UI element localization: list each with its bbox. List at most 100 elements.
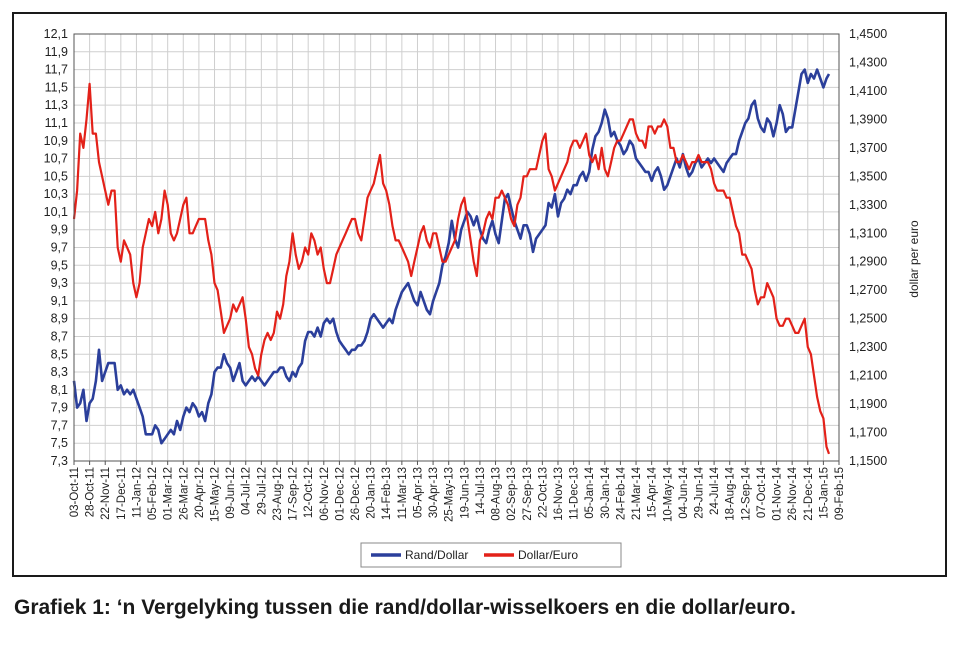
x-tick-label: 11-Dec-13	[569, 467, 581, 520]
y-right-tick-label: 1,4100	[849, 84, 887, 98]
y-right-tick-label: 1,3300	[849, 198, 887, 212]
y-right-tick-label: 1,4500	[849, 27, 887, 41]
x-tick-label: 29-Jun-14	[694, 466, 706, 518]
y-left-tick-label: 8,1	[51, 383, 68, 397]
chart-frame: 7,3 7,5 7,7 7,9 8,1 8,3 8,5 8,7 8,9 9,1 9,3 9,5 9,7 9…	[12, 12, 947, 577]
x-tick-label: 19-Jun-13	[459, 467, 471, 519]
x-tick-label: 05-Apr-13	[413, 467, 425, 518]
x-tick-label: 01-Nov-14	[772, 466, 784, 520]
x-tick-label: 18-Aug-14	[725, 466, 737, 520]
y-right-tick-label: 1,2300	[849, 340, 887, 354]
x-tick-label: 03-Oct-11	[69, 467, 81, 517]
y-left-tick-label: 11,1	[45, 116, 68, 130]
y-left-tick-label: 11,5	[45, 80, 68, 94]
x-tick-label: 01-Dec-12	[334, 467, 346, 521]
x-tick-label: 30-Jan-14	[600, 466, 612, 518]
y-left-tick-label: 10,3	[44, 187, 68, 201]
y-left-tick-label: 7,3	[51, 454, 68, 468]
axes	[73, 33, 840, 462]
x-tick-label: 15-May-12	[210, 467, 222, 522]
x-tick-label: 04-Jun-14	[678, 466, 690, 518]
y-left-tick-label: 8,9	[51, 312, 68, 326]
x-tick-label: 28-Oct-11	[85, 467, 97, 517]
y-left-tick-label: 10,9	[44, 134, 68, 148]
x-tick-label: 17-Dec-11	[116, 467, 128, 520]
plot-area-border	[73, 33, 840, 462]
series-line-dollar-euro	[72, 82, 831, 455]
x-tick-label: 22-Nov-11	[100, 467, 112, 520]
x-tick-label: 22-Oct-13	[537, 467, 549, 518]
x-tick-label: 12-Sep-14	[740, 466, 752, 520]
x-tick-label: 08-Aug-13	[491, 467, 503, 521]
y-right-tick-label: 1,1900	[849, 397, 887, 411]
y-right-ticks: 1,1500 1,1700 1,1900 1,2100 1,2300 1,2500 1,27…	[849, 27, 887, 468]
x-tick-label: 04-Jul-12	[241, 467, 253, 515]
y-left-tick-label: 8,5	[51, 347, 68, 361]
y-right-axis-label: dollar per euro	[907, 220, 921, 298]
y-right-tick-label: 1,2100	[849, 369, 887, 383]
y-right-tick-label: 1,2700	[849, 283, 887, 297]
series-line-rand-dollar	[72, 68, 831, 445]
x-tick-label: 05-Feb-12	[147, 467, 159, 520]
x-tick-label: 30-Apr-13	[428, 467, 440, 518]
x-tick-label: 25-May-13	[444, 467, 456, 522]
y-right-tick-label: 1,3500	[849, 169, 887, 183]
x-tick-label: 24-Jul-14	[709, 466, 721, 515]
x-tick-label: 09-Feb-15	[834, 467, 846, 520]
y-left-tick-label: 10,7	[44, 152, 68, 166]
x-tick-label: 11-Jan-12	[131, 467, 143, 518]
legend: Rand/Dollar Dollar/Euro	[360, 542, 622, 568]
x-tick-label: 01-Mar-12	[163, 467, 175, 520]
y-right-tick-label: 1,3700	[849, 141, 887, 155]
x-tick-label: 21-Dec-14	[803, 466, 815, 520]
y-right-tick-label: 1,1500	[849, 454, 887, 468]
x-tick-label: 23-Aug-12	[272, 467, 284, 521]
figure-caption: Grafiek 1: ‘n Vergelyking tussen die ran…	[14, 596, 796, 619]
y-right-tick-label: 1,2900	[849, 255, 887, 269]
y-right-tick-label: 1,1700	[849, 426, 887, 440]
y-left-tick-label: 7,9	[51, 401, 68, 415]
y-left-tick-label: 11,3	[45, 98, 68, 112]
x-tick-label: 15-Jan-15	[818, 467, 830, 519]
x-tick-label: 26-Mar-12	[178, 467, 190, 520]
y-left-tick-label: 10,5	[44, 169, 68, 183]
x-tick-label: 20-Apr-12	[194, 467, 206, 518]
y-left-tick-label: 8,3	[51, 365, 68, 379]
y-left-tick-label: 10,1	[44, 205, 68, 219]
y-left-tick-label: 12,1	[44, 27, 68, 41]
x-tick-label: 09-Jun-12	[225, 467, 237, 519]
x-tick-label: 29-Jul-12	[256, 467, 268, 515]
y-left-tick-label: 11,7	[45, 63, 68, 77]
grid	[73, 33, 840, 462]
y-left-tick-label: 11,9	[45, 45, 68, 59]
y-left-tick-label: 9,7	[51, 241, 68, 255]
y-left-tick-label: 9,5	[51, 258, 68, 272]
x-tick-label: 27-Sep-13	[522, 467, 534, 521]
y-left-tick-label: 9,3	[51, 276, 68, 290]
x-tick-label: 24-Feb-14	[615, 466, 627, 520]
y-right-tick-label: 1,3900	[849, 112, 887, 126]
x-tick-label: 20-Jan-13	[366, 467, 378, 519]
series-layer	[72, 68, 831, 455]
y-right-tick-label: 1,2500	[849, 312, 887, 326]
x-tick-label: 16-Nov-13	[553, 467, 565, 521]
x-ticks: 03-Oct-11 28-Oct-11 22-Nov-11 17-Dec-11 11-J…	[69, 461, 846, 522]
y-right-tick-label: 1,3100	[849, 226, 887, 240]
x-tick-label: 12-Oct-12	[303, 467, 315, 518]
x-tick-label: 26-Nov-14	[787, 466, 799, 520]
x-tick-label: 05-Jan-14	[584, 466, 596, 518]
x-tick-label: 10-May-14	[662, 466, 674, 522]
y-left-ticks: 7,3 7,5 7,7 7,9 8,1 8,3 8,5 8,7 8,9 9,1 9,3 9,5 9,7 9…	[44, 27, 68, 468]
y-right-tick-label: 1,4300	[849, 55, 887, 69]
x-tick-label: 11-Mar-13	[397, 467, 409, 519]
x-tick-label: 21-Mar-14	[631, 466, 643, 520]
legend-label-dollar-euro: Dollar/Euro	[518, 548, 578, 562]
y-left-tick-label: 7,5	[51, 436, 68, 450]
x-tick-label: 14-Feb-13	[381, 467, 393, 520]
x-tick-label: 06-Nov-12	[319, 467, 331, 521]
x-tick-label: 07-Oct-14	[756, 466, 768, 518]
x-tick-label: 17-Sep-12	[288, 467, 300, 521]
x-tick-label: 02-Sep-13	[506, 467, 518, 521]
y-left-tick-label: 9,9	[51, 223, 68, 237]
line-chart: 7,3 7,5 7,7 7,9 8,1 8,3 8,5 8,7 8,9 9,1 9,3 9,5 9,7 9…	[44, 27, 921, 568]
